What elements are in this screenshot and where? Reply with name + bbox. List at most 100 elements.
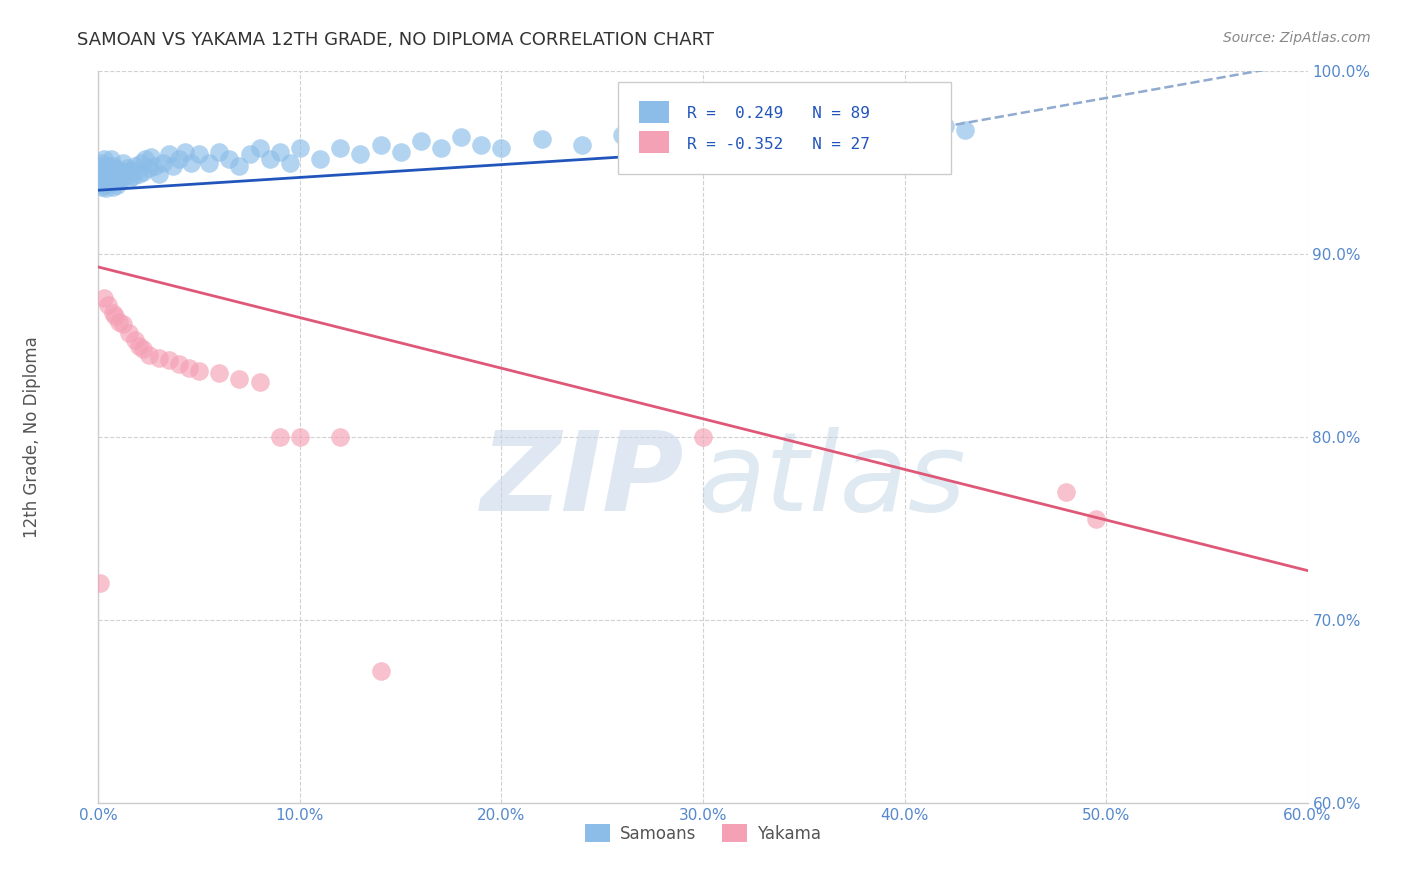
Point bbox=[249, 376, 271, 390]
Point bbox=[124, 160, 146, 174]
Point bbox=[692, 123, 714, 137]
Point bbox=[91, 165, 114, 179]
Point bbox=[96, 181, 118, 195]
Point bbox=[772, 123, 794, 137]
Point bbox=[134, 152, 156, 166]
Point bbox=[111, 156, 134, 170]
Point bbox=[883, 115, 905, 129]
Point bbox=[530, 132, 553, 146]
Point bbox=[218, 152, 240, 166]
Point bbox=[105, 178, 128, 192]
Point bbox=[91, 179, 114, 194]
Point bbox=[143, 160, 166, 174]
Point bbox=[228, 371, 250, 385]
Point bbox=[89, 576, 111, 591]
Point bbox=[93, 152, 115, 166]
Point bbox=[97, 167, 120, 181]
Point bbox=[148, 351, 170, 366]
Point bbox=[208, 366, 231, 380]
Point bbox=[733, 128, 755, 143]
Point bbox=[107, 163, 129, 178]
Point bbox=[96, 170, 118, 185]
Point bbox=[288, 141, 311, 155]
Point bbox=[188, 364, 211, 378]
Text: SAMOAN VS YAKAMA 12TH GRADE, NO DIPLOMA CORRELATION CHART: SAMOAN VS YAKAMA 12TH GRADE, NO DIPLOMA … bbox=[77, 31, 714, 49]
Point bbox=[124, 333, 146, 347]
Point bbox=[329, 430, 352, 444]
Point bbox=[288, 430, 311, 444]
Point bbox=[157, 146, 180, 161]
Point bbox=[89, 160, 111, 174]
Point bbox=[139, 150, 162, 164]
Point bbox=[101, 160, 124, 174]
Point bbox=[188, 146, 211, 161]
Point bbox=[97, 176, 120, 190]
Point bbox=[132, 343, 155, 357]
Point bbox=[111, 165, 134, 179]
Point bbox=[180, 156, 202, 170]
Point bbox=[100, 165, 122, 179]
Point bbox=[129, 156, 152, 170]
Point bbox=[934, 119, 956, 133]
Point bbox=[96, 163, 118, 178]
Point bbox=[198, 156, 221, 170]
Point bbox=[103, 310, 125, 324]
Text: atlas: atlas bbox=[697, 427, 966, 534]
Point bbox=[118, 172, 141, 186]
Point bbox=[179, 360, 201, 375]
Point bbox=[329, 141, 352, 155]
Point bbox=[93, 161, 115, 176]
Point bbox=[105, 167, 128, 181]
Point bbox=[167, 152, 190, 166]
Text: R = -0.352   N = 27: R = -0.352 N = 27 bbox=[688, 137, 870, 152]
Point bbox=[101, 306, 124, 320]
Point bbox=[370, 664, 392, 678]
Point bbox=[167, 357, 190, 371]
Point bbox=[249, 141, 271, 155]
Point bbox=[93, 291, 115, 305]
Point bbox=[107, 315, 129, 329]
Point bbox=[91, 172, 114, 186]
Point bbox=[409, 134, 432, 148]
Point bbox=[162, 160, 184, 174]
Point bbox=[110, 170, 132, 185]
Point bbox=[491, 141, 513, 155]
Legend: Samoans, Yakama: Samoans, Yakama bbox=[579, 818, 827, 849]
Point bbox=[269, 430, 291, 444]
Point bbox=[470, 137, 492, 152]
Point bbox=[651, 132, 673, 146]
Text: ZIP: ZIP bbox=[481, 427, 685, 534]
FancyBboxPatch shape bbox=[638, 101, 669, 122]
Point bbox=[612, 128, 634, 143]
Point bbox=[152, 156, 174, 170]
Point bbox=[132, 165, 155, 179]
Point bbox=[103, 172, 125, 186]
Point bbox=[101, 169, 124, 183]
Point bbox=[1085, 512, 1108, 526]
FancyBboxPatch shape bbox=[638, 131, 669, 153]
Point bbox=[100, 174, 122, 188]
FancyBboxPatch shape bbox=[619, 82, 950, 174]
Point bbox=[953, 123, 976, 137]
Point bbox=[103, 163, 125, 178]
Point bbox=[97, 160, 120, 174]
Point bbox=[924, 115, 946, 129]
Point bbox=[228, 160, 250, 174]
Point bbox=[430, 141, 453, 155]
Point bbox=[101, 179, 124, 194]
Point bbox=[89, 167, 111, 181]
Point bbox=[157, 353, 180, 368]
Text: Source: ZipAtlas.com: Source: ZipAtlas.com bbox=[1223, 31, 1371, 45]
Point bbox=[853, 119, 876, 133]
Point bbox=[873, 123, 896, 137]
Point bbox=[128, 167, 150, 181]
Point bbox=[100, 152, 122, 166]
Point bbox=[1054, 485, 1077, 500]
Point bbox=[893, 119, 915, 133]
Point bbox=[914, 110, 936, 124]
Point bbox=[148, 167, 170, 181]
Point bbox=[107, 174, 129, 188]
Point bbox=[571, 137, 593, 152]
Point bbox=[309, 152, 332, 166]
Point bbox=[118, 326, 141, 340]
